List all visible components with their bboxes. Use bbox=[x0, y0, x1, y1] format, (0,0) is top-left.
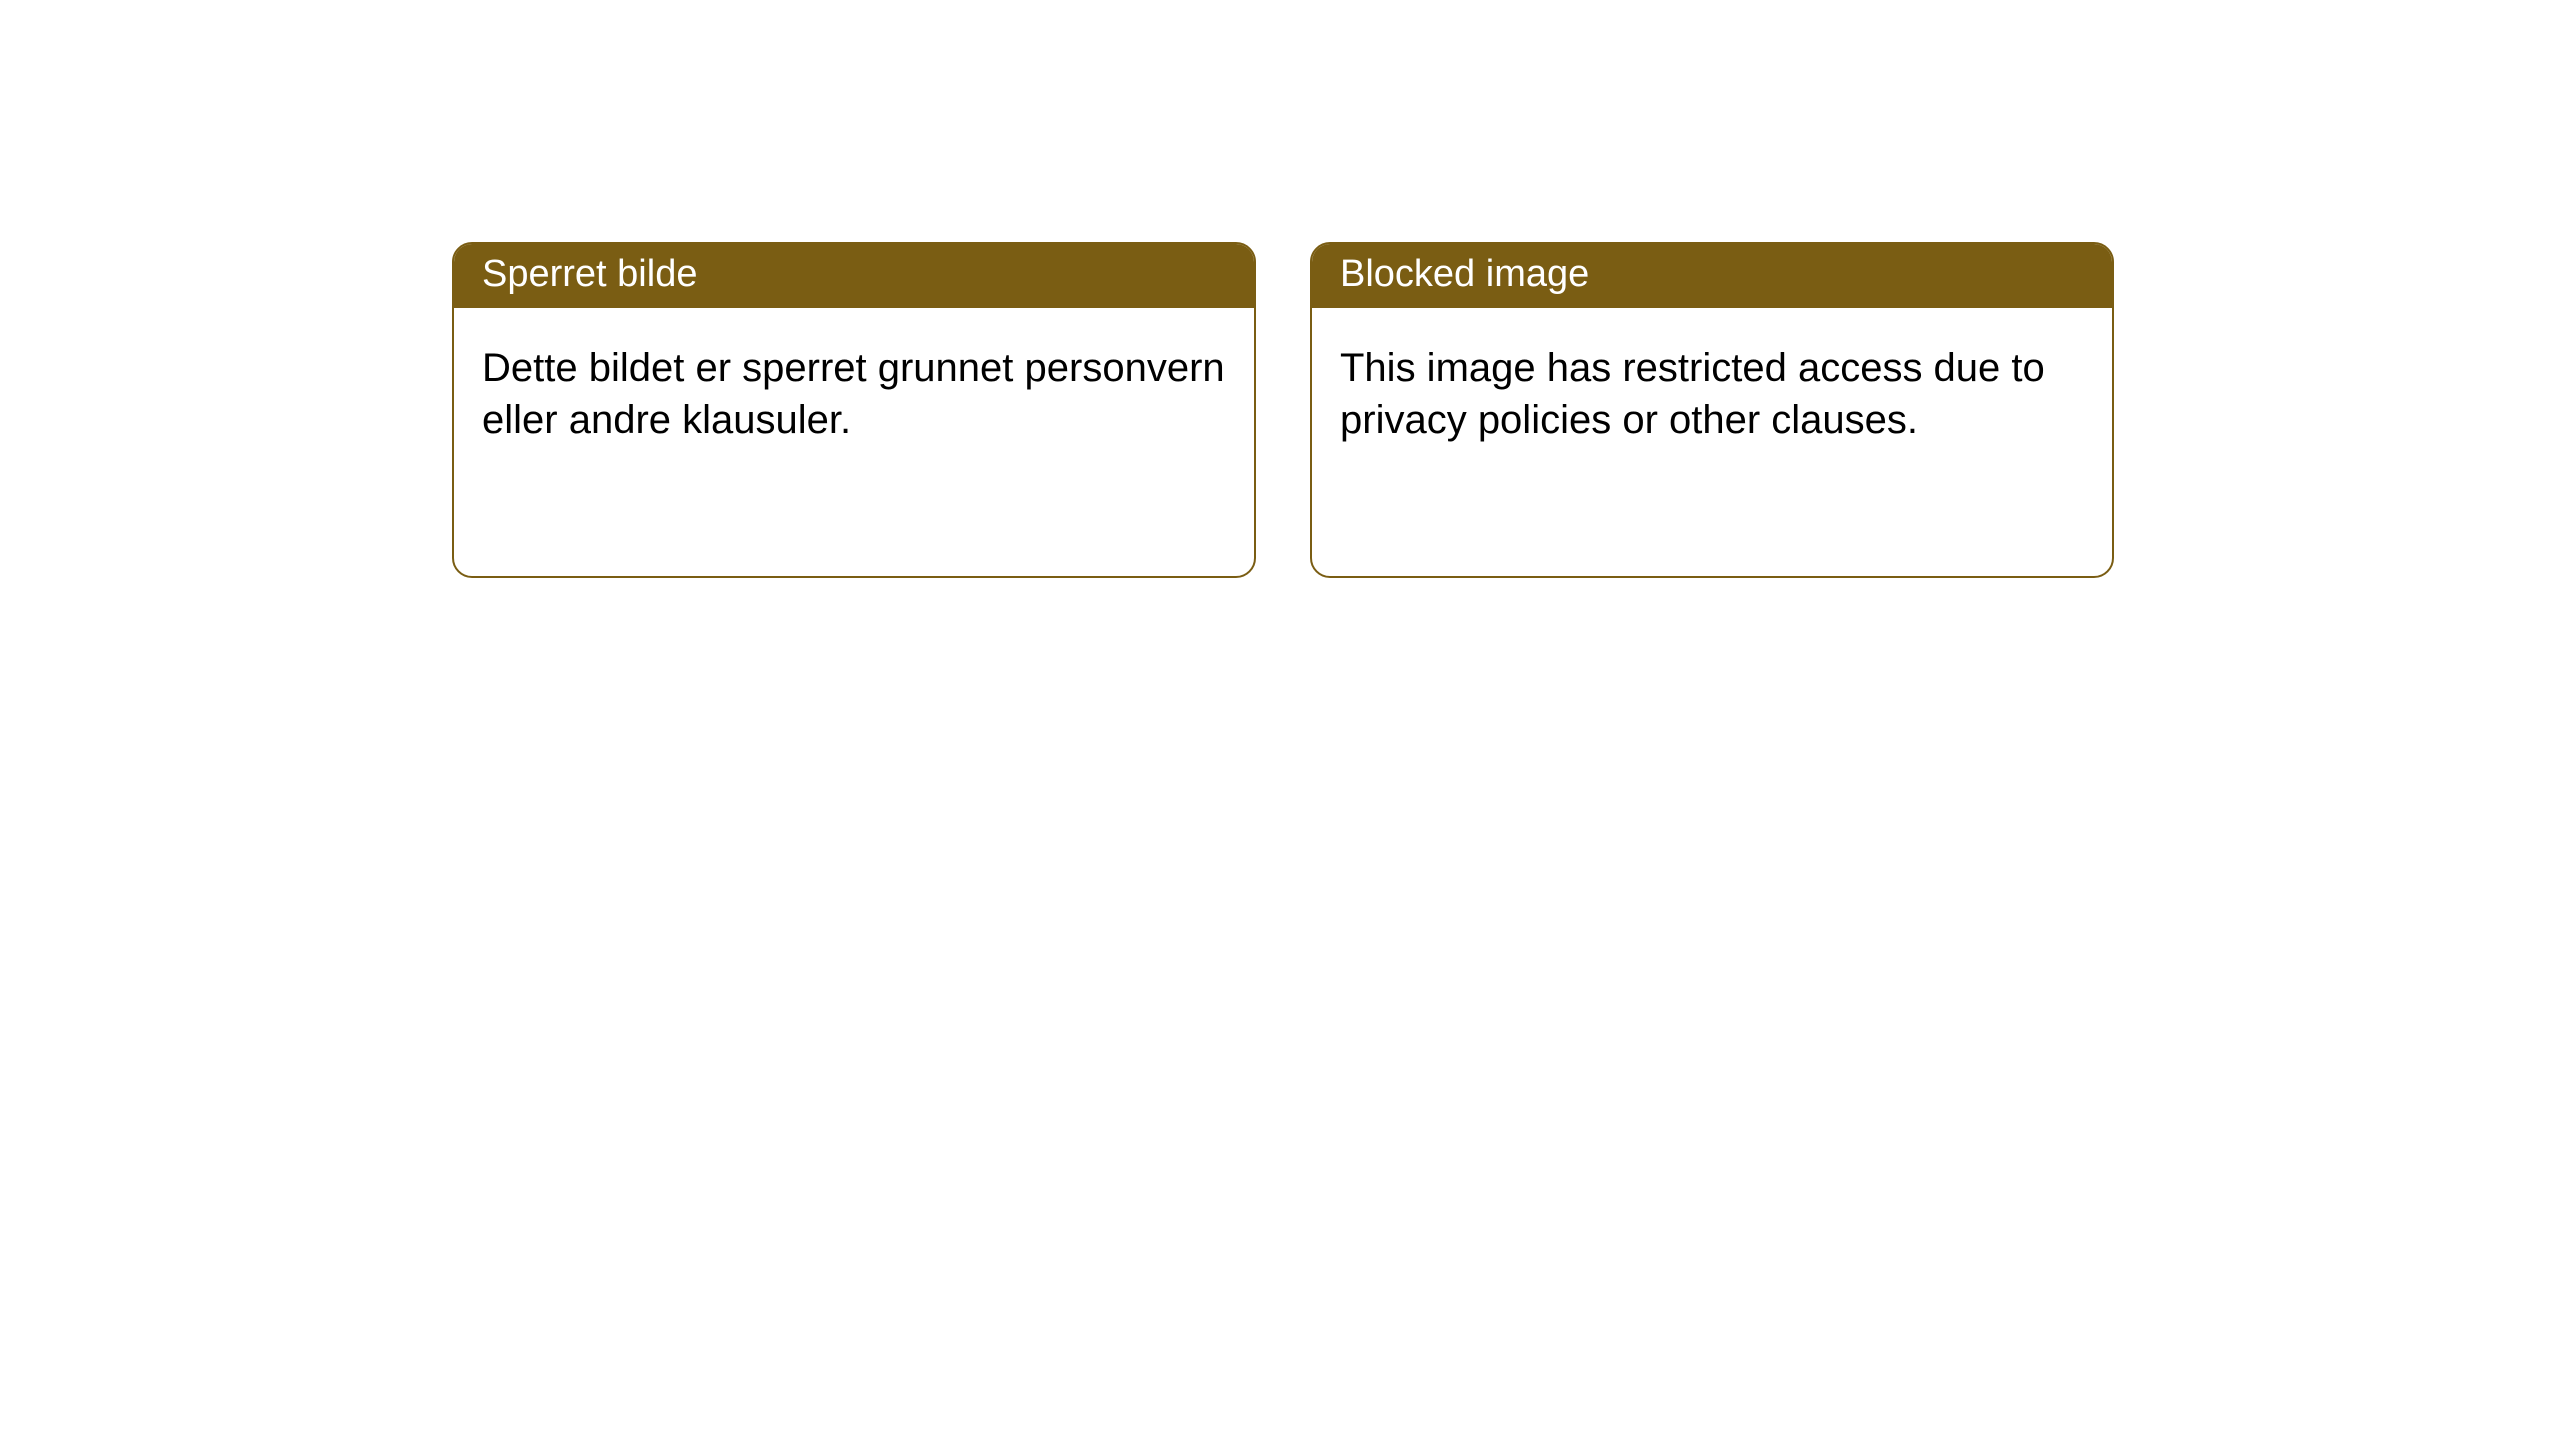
card-body-text: Dette bildet er sperret grunnet personve… bbox=[482, 346, 1225, 442]
card-body-text: This image has restricted access due to … bbox=[1340, 346, 2045, 442]
notice-container: Sperret bilde Dette bildet er sperret gr… bbox=[0, 0, 2560, 578]
notice-card-norwegian: Sperret bilde Dette bildet er sperret gr… bbox=[452, 242, 1256, 578]
card-header: Blocked image bbox=[1312, 244, 2112, 308]
card-header: Sperret bilde bbox=[454, 244, 1254, 308]
notice-card-english: Blocked image This image has restricted … bbox=[1310, 242, 2114, 578]
card-body: Dette bildet er sperret grunnet personve… bbox=[454, 308, 1254, 480]
card-body: This image has restricted access due to … bbox=[1312, 308, 2112, 480]
card-title: Sperret bilde bbox=[482, 253, 697, 295]
card-title: Blocked image bbox=[1340, 253, 1589, 295]
